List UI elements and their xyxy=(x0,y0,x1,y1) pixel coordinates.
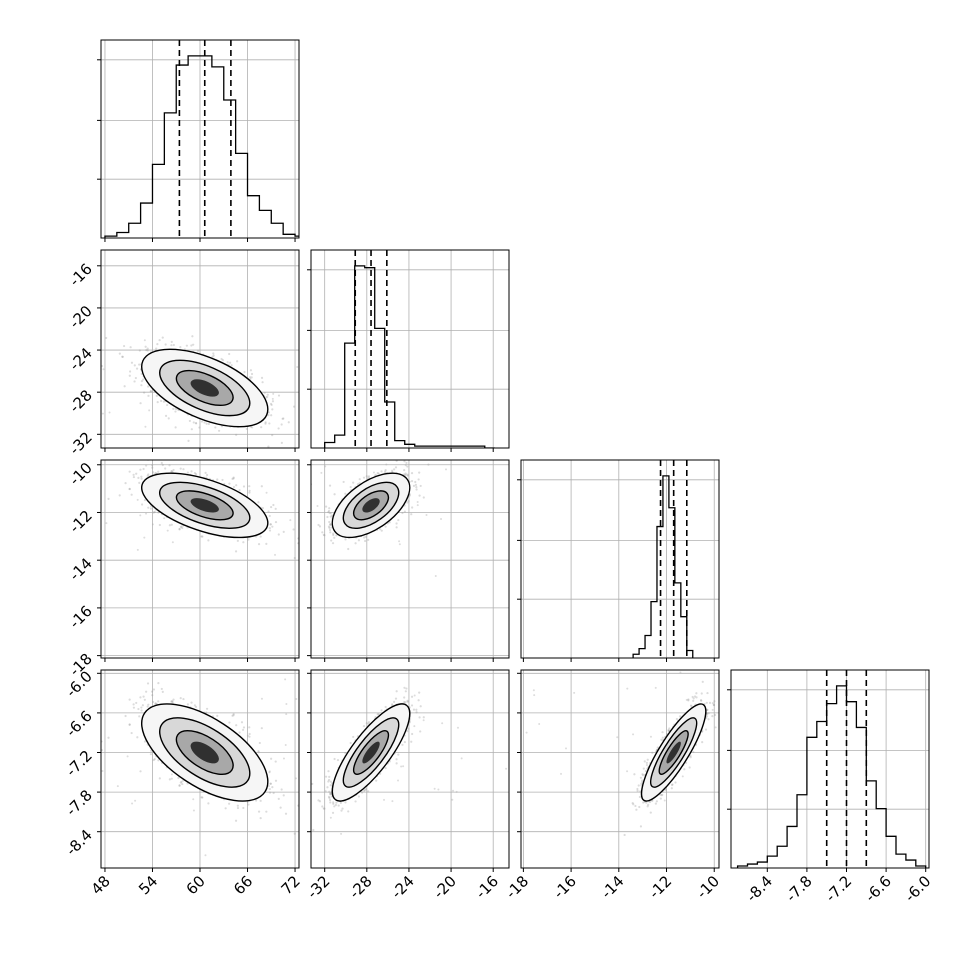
x-tick-label: 54 xyxy=(135,872,161,898)
y-tick-label: -10 xyxy=(66,459,96,489)
x-tick-label: 66 xyxy=(230,872,256,898)
y-tick-label: -20 xyxy=(66,302,96,332)
scatter-panel-3-0: 48 54 60 66 72 -8.4 -7.8 -7.2 -6.6 -6.0 xyxy=(62,667,304,898)
panel-frame xyxy=(310,669,510,869)
panel-frame xyxy=(730,669,930,869)
scatter-panel-2-1 xyxy=(307,459,510,662)
histogram xyxy=(632,475,694,658)
scatter-panel-1-0: -32 -28 -24 -20 -16 xyxy=(66,249,300,458)
scatter-points xyxy=(105,460,299,560)
y-tick-label: -8.4 xyxy=(62,826,95,859)
density-contour xyxy=(190,379,219,397)
x-tick-label: 72 xyxy=(278,872,304,898)
x-tick-label: -32 xyxy=(303,872,333,902)
scatter-panel-2-0: -18-16-14-12-10 xyxy=(66,459,300,680)
scatter-points xyxy=(311,686,508,835)
scatter-points xyxy=(525,671,719,837)
hist-panel-1 xyxy=(307,249,510,452)
x-tick-label: -16 xyxy=(472,872,502,902)
y-tick-label: -6.0 xyxy=(62,667,95,700)
x-tick-label: -18 xyxy=(502,872,532,902)
histogram xyxy=(736,685,927,868)
scatter-points xyxy=(311,460,448,577)
x-tick-label: -7.8 xyxy=(782,872,815,905)
y-tick-label: -6.6 xyxy=(62,707,95,740)
y-tick-label: -7.2 xyxy=(62,747,95,780)
x-tick-label: -12 xyxy=(645,872,675,902)
density-contour xyxy=(666,741,681,764)
density-contour xyxy=(362,741,380,764)
panel-frame xyxy=(520,669,720,869)
histogram xyxy=(104,55,299,238)
panel-frame xyxy=(310,249,510,449)
density-contour xyxy=(190,741,219,764)
y-tick-label: -16 xyxy=(66,602,96,632)
scatter-points xyxy=(101,335,299,448)
x-tick-label: -20 xyxy=(430,872,460,902)
scatter-panel-3-2: -18 -16 -14 -12 -10 xyxy=(502,669,723,902)
y-tick-label: -7.8 xyxy=(62,786,95,819)
x-tick-label: -7.2 xyxy=(822,872,855,905)
y-tick-label: -16 xyxy=(66,260,96,290)
x-tick-label: -8.4 xyxy=(743,872,776,905)
x-tick-label: -14 xyxy=(598,872,628,902)
x-tick-label: -24 xyxy=(388,872,418,902)
scatter-points xyxy=(101,678,299,857)
x-tick-label: -10 xyxy=(693,872,723,902)
x-tick-label: -28 xyxy=(346,872,376,902)
density-contour xyxy=(362,498,380,513)
x-tick-label: -6.6 xyxy=(861,872,894,905)
y-tick-label: -28 xyxy=(66,386,96,416)
hist-panel-2 xyxy=(517,459,720,662)
y-tick-label: -32 xyxy=(66,428,96,458)
x-tick-label: -16 xyxy=(550,872,580,902)
y-tick-label: -24 xyxy=(66,344,96,374)
hist-panel-0 xyxy=(97,39,300,242)
hist-panel-3: -8.4 -7.8 -7.2 -6.6 -6.0 xyxy=(727,669,935,906)
x-tick-label: 60 xyxy=(183,872,209,898)
panel-frame xyxy=(520,459,720,659)
density-contour xyxy=(190,498,219,513)
histogram xyxy=(324,265,495,448)
y-tick-label: -14 xyxy=(66,554,96,584)
x-tick-label: 48 xyxy=(88,872,114,898)
y-tick-label: -12 xyxy=(66,507,96,537)
x-tick-label: -6.0 xyxy=(901,872,934,905)
scatter-panel-3-1: -32 -28 -24 -20 -16 xyxy=(303,669,510,902)
panel-frame xyxy=(310,459,510,659)
